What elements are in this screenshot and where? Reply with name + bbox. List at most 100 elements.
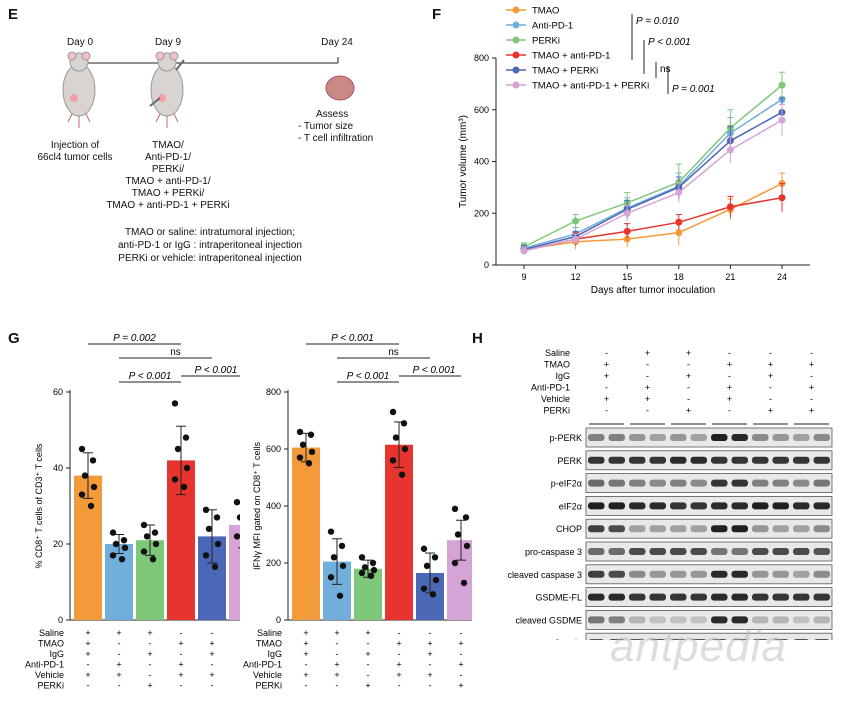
blot-band — [731, 593, 748, 601]
blot-band — [772, 593, 789, 601]
legend-marker — [512, 51, 520, 59]
data-point — [149, 556, 157, 563]
data-point — [202, 506, 210, 513]
p-value-label: ns — [388, 347, 399, 358]
blot-band — [690, 525, 707, 533]
condition-sign: - — [605, 406, 608, 416]
blot-band — [772, 616, 789, 624]
step2-caption: Assess - Tumor size - T cell infiltration — [298, 109, 374, 144]
condition-label: PERKi — [543, 406, 570, 416]
blot-band — [629, 616, 646, 624]
data-point — [213, 514, 221, 521]
blot-band — [793, 479, 810, 487]
y-tick-label: 400 — [474, 157, 489, 167]
data-point — [87, 502, 95, 510]
data-point — [462, 514, 470, 521]
data-point — [89, 457, 97, 464]
series-line-3 — [523, 196, 783, 252]
condition-sign: - — [810, 394, 813, 404]
blot-strip — [585, 541, 833, 562]
blot-band — [608, 479, 625, 487]
data-point — [369, 559, 377, 567]
blot-band — [813, 434, 830, 441]
condition-sign: + — [768, 406, 773, 416]
data-point — [429, 591, 437, 598]
condition-sign: + — [178, 639, 183, 649]
panel-h-western-blot: Saline - + + - - -TMAO + - - + + +IgG + - + - + -Anti-PD-1… — [507, 348, 833, 640]
y-tick-label: 0 — [276, 615, 281, 625]
data-point — [171, 476, 179, 483]
data-point — [339, 562, 347, 570]
blot-strip — [585, 609, 833, 630]
blot-band — [650, 639, 666, 640]
blot-band — [711, 479, 728, 487]
x-tick-label: 9 — [521, 272, 526, 282]
blot-band — [793, 434, 810, 441]
condition-sign: - — [810, 348, 813, 358]
p-value-label: P = 0.001 — [672, 84, 715, 95]
blot-band — [690, 456, 707, 464]
condition-sign: + — [116, 660, 121, 670]
data-point — [327, 528, 335, 535]
legend-label: TMAO + anti-PD-1 + PERKi — [532, 81, 649, 92]
blot-band — [711, 434, 728, 441]
condition-sign: - — [687, 383, 690, 393]
blot-band — [752, 479, 769, 487]
blot-band — [772, 479, 789, 487]
condition-sign: + — [334, 670, 339, 680]
blot-band — [690, 548, 707, 555]
condition-sign: + — [303, 670, 308, 680]
p-value-label: P = 0.002 — [113, 333, 156, 344]
data-point — [118, 556, 126, 563]
condition-sign: + — [645, 348, 650, 358]
blot-band — [731, 570, 748, 578]
blot-band — [752, 639, 768, 640]
blot-band — [588, 616, 605, 624]
x-tick-label: 15 — [622, 272, 632, 282]
data-point — [307, 431, 315, 438]
condition-sign: - — [180, 649, 183, 659]
condition-label: Anti-PD-1 — [25, 660, 64, 670]
blot-strip — [585, 632, 833, 640]
blot-band — [629, 479, 646, 487]
condition-sign: - — [87, 681, 90, 691]
watermark-logo: antpedia — [610, 622, 787, 671]
bar — [447, 540, 472, 620]
blot-band — [609, 639, 625, 640]
data-point — [78, 445, 86, 453]
data-point — [389, 457, 397, 464]
condition-sign: - — [180, 628, 183, 638]
blot-band — [752, 456, 769, 464]
data-point — [211, 563, 219, 570]
condition-sign: + — [727, 360, 732, 370]
blot-band — [588, 525, 605, 533]
data-point — [171, 400, 179, 407]
blot-band — [772, 502, 789, 510]
series-line-2 — [523, 84, 783, 248]
condition-sign: + — [365, 628, 370, 638]
condition-label: Anti-PD-1 — [531, 383, 570, 393]
condition-sign: + — [178, 660, 183, 670]
data-point — [370, 566, 378, 574]
band-label: PERK — [557, 456, 582, 466]
blot-band — [813, 479, 830, 487]
condition-sign: - — [646, 371, 649, 381]
blot-band — [690, 593, 707, 601]
condition-sign: - — [687, 360, 690, 370]
condition-sign: - — [429, 660, 432, 670]
condition-sign: - — [687, 394, 690, 404]
blot-band — [649, 593, 666, 601]
condition-sign: + — [147, 649, 152, 659]
data-point — [675, 218, 683, 226]
blot-band — [711, 502, 728, 510]
legend-marker — [512, 6, 520, 14]
data-point — [233, 533, 240, 540]
condition-sign: - — [605, 348, 608, 358]
legend-marker — [512, 21, 520, 29]
condition-sign: + — [396, 639, 401, 649]
blot-band — [813, 456, 830, 464]
y-tick-label: 0 — [484, 260, 489, 270]
blot-band — [731, 479, 748, 487]
y-tick-label: 800 — [474, 53, 489, 63]
blot-band — [629, 593, 646, 601]
